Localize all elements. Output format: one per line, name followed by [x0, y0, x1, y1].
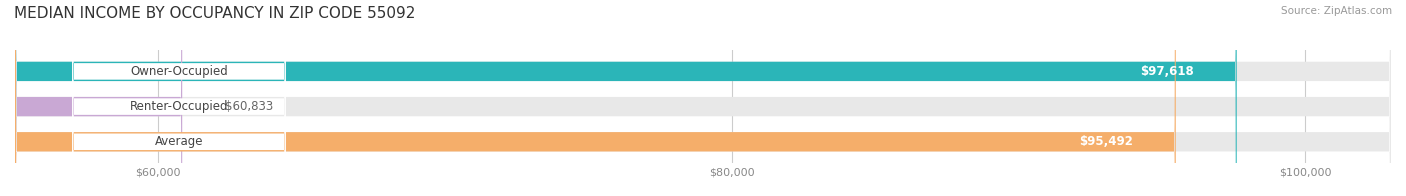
Text: $97,618: $97,618	[1140, 65, 1194, 78]
Text: Average: Average	[155, 135, 204, 148]
Text: Owner-Occupied: Owner-Occupied	[131, 65, 228, 78]
FancyBboxPatch shape	[72, 0, 285, 196]
Text: Renter-Occupied: Renter-Occupied	[129, 100, 228, 113]
FancyBboxPatch shape	[72, 0, 285, 196]
FancyBboxPatch shape	[15, 0, 1391, 196]
Text: Source: ZipAtlas.com: Source: ZipAtlas.com	[1281, 6, 1392, 16]
FancyBboxPatch shape	[15, 0, 183, 196]
FancyBboxPatch shape	[15, 0, 1237, 196]
Text: $95,492: $95,492	[1078, 135, 1133, 148]
Text: MEDIAN INCOME BY OCCUPANCY IN ZIP CODE 55092: MEDIAN INCOME BY OCCUPANCY IN ZIP CODE 5…	[14, 6, 415, 21]
Text: $60,833: $60,833	[225, 100, 273, 113]
FancyBboxPatch shape	[15, 0, 1175, 196]
FancyBboxPatch shape	[72, 0, 285, 196]
FancyBboxPatch shape	[15, 0, 1391, 196]
FancyBboxPatch shape	[15, 0, 1391, 196]
